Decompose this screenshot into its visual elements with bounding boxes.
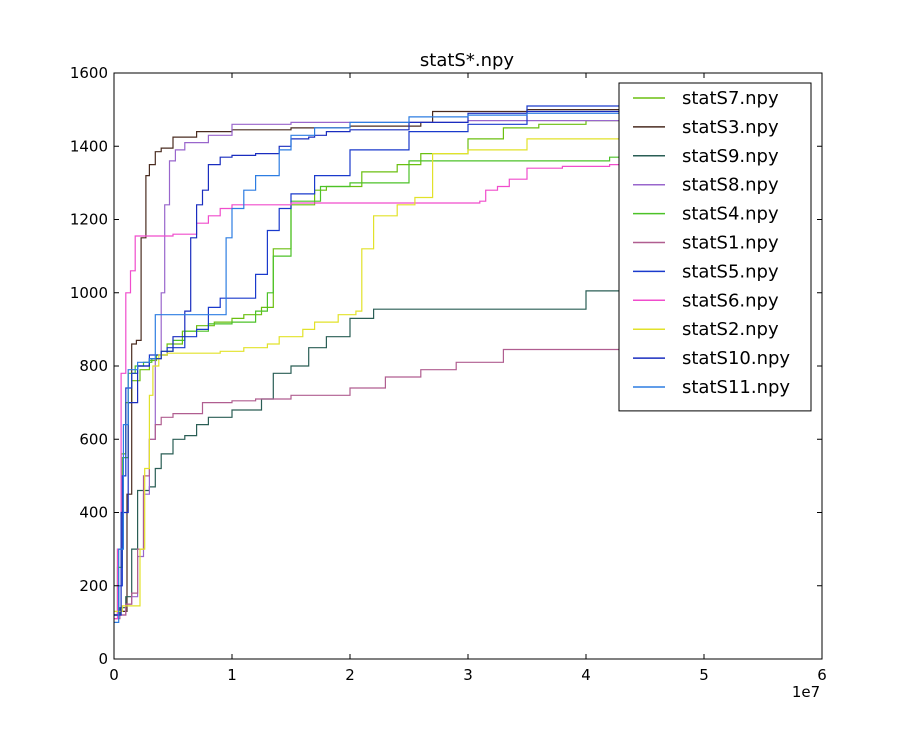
- series-line-stats10-npy: [114, 110, 625, 616]
- legend-label: statS10.npy: [682, 348, 790, 369]
- x-tick-label: 5: [699, 666, 709, 684]
- series-line-stats1-npy: [114, 348, 625, 620]
- x-tick-label: 1: [227, 666, 237, 684]
- series-line-stats4-npy: [114, 149, 626, 616]
- series-line-stats9-npy: [114, 290, 625, 616]
- x-tick-label: 6: [817, 666, 827, 684]
- chart-title: statS*.npy: [420, 50, 515, 71]
- legend-label: statS2.npy: [682, 319, 779, 340]
- y-tick-label: 1200: [70, 211, 108, 229]
- y-tick-label: 1000: [70, 284, 108, 302]
- series-line-stats3-npy: [114, 109, 625, 616]
- legend-label: statS3.npy: [682, 117, 779, 138]
- legend: statS7.npy statS3.npy statS9.npy statS8.npy…: [618, 82, 812, 412]
- series-line-stats7-npy: [114, 118, 626, 616]
- y-tick-label: 200: [79, 577, 108, 595]
- legend-box: [618, 82, 812, 412]
- y-tick-label: 800: [79, 357, 108, 375]
- legend-label: statS11.npy: [682, 377, 790, 398]
- axes-layer: 0 1 2 3 4 5 6 0 200 400 600 800 1000 1200 1400 1600: [70, 64, 827, 684]
- y-tick-label: 400: [79, 504, 108, 522]
- x-offset-text: 1e7: [792, 683, 820, 701]
- legend-label: statS9.npy: [682, 146, 779, 167]
- legend-label: statS5.npy: [682, 261, 779, 282]
- y-tick-label: 1600: [70, 64, 108, 82]
- series-layer: [114, 105, 626, 623]
- legend-label: statS6.npy: [682, 290, 779, 311]
- y-tick-label: 0: [98, 650, 108, 668]
- x-tick-label: 4: [581, 666, 591, 684]
- x-tick-label: 2: [345, 666, 355, 684]
- y-tick-label: 600: [79, 430, 108, 448]
- legend-label: statS1.npy: [682, 233, 779, 254]
- x-tick-label: 0: [109, 666, 119, 684]
- y-tick-label: 1400: [70, 137, 108, 155]
- series-line-stats5-npy: [114, 105, 625, 616]
- x-tick-label: 3: [463, 666, 473, 684]
- series-line-stats11-npy: [114, 112, 625, 623]
- series-line-stats2-npy: [114, 135, 626, 612]
- series-line-stats6-npy: [114, 160, 626, 620]
- legend-label: statS7.npy: [682, 88, 779, 109]
- series-line-stats8-npy: [114, 120, 625, 616]
- legend-label: statS8.npy: [682, 175, 779, 196]
- legend-label: statS4.npy: [682, 204, 779, 225]
